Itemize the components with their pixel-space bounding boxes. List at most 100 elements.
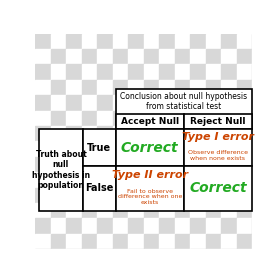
Text: Correct: Correct	[121, 141, 179, 155]
Bar	[128, 234, 143, 249]
Bar	[159, 141, 174, 157]
Bar	[221, 80, 237, 95]
Text: Accept Null: Accept Null	[121, 117, 179, 126]
Bar	[221, 172, 237, 188]
Bar	[66, 218, 81, 234]
Bar	[50, 203, 66, 218]
Bar	[206, 111, 221, 126]
Text: Fail to observe
difference when one
exists: Fail to observe difference when one exis…	[118, 188, 182, 205]
Bar	[206, 203, 221, 218]
Bar	[66, 249, 81, 265]
Bar	[116, 89, 252, 129]
Bar	[143, 49, 159, 64]
Bar	[50, 34, 66, 49]
Text: Type II error: Type II error	[112, 169, 188, 179]
Bar	[143, 111, 159, 126]
Bar	[128, 49, 143, 64]
Bar	[174, 126, 190, 141]
Bar	[159, 172, 174, 188]
Bar	[159, 218, 174, 234]
Bar	[97, 234, 113, 249]
Bar	[174, 34, 190, 49]
Bar	[66, 188, 81, 203]
Bar	[128, 64, 143, 80]
Bar	[252, 111, 267, 126]
Bar	[128, 188, 143, 203]
Bar	[252, 80, 267, 95]
Bar	[221, 234, 237, 249]
Bar	[128, 157, 143, 172]
Text: Reject Null: Reject Null	[190, 117, 246, 126]
Bar	[174, 111, 190, 126]
Bar	[159, 111, 174, 126]
Bar	[81, 111, 97, 126]
Bar	[66, 34, 81, 49]
Bar	[206, 188, 221, 203]
Bar	[190, 218, 206, 234]
Bar	[190, 111, 206, 126]
Bar	[190, 203, 206, 218]
Bar	[159, 249, 174, 265]
Bar	[143, 157, 159, 172]
Bar	[174, 64, 190, 80]
Bar	[97, 64, 113, 80]
Bar	[159, 188, 174, 203]
Bar	[66, 141, 81, 157]
Bar	[97, 126, 113, 141]
Bar	[143, 234, 159, 249]
Bar	[66, 157, 81, 172]
Bar	[97, 249, 113, 265]
Bar	[159, 80, 174, 95]
Bar	[128, 111, 143, 126]
Text: Type I error: Type I error	[182, 132, 254, 143]
Bar	[252, 172, 267, 188]
Bar	[206, 141, 221, 157]
Bar	[116, 114, 184, 129]
Bar	[159, 234, 174, 249]
Bar	[116, 129, 184, 166]
Text: False: False	[85, 183, 113, 193]
Bar	[206, 80, 221, 95]
Bar	[81, 188, 97, 203]
Bar	[174, 172, 190, 188]
Bar	[206, 234, 221, 249]
Bar	[237, 203, 252, 218]
Bar	[221, 188, 237, 203]
Bar	[174, 49, 190, 64]
Bar	[97, 111, 113, 126]
Bar	[113, 218, 128, 234]
Bar	[66, 126, 81, 141]
Bar	[66, 234, 81, 249]
Bar	[237, 188, 252, 203]
Bar	[35, 95, 50, 111]
Bar	[128, 172, 143, 188]
Bar	[159, 49, 174, 64]
Text: True: True	[87, 143, 111, 153]
Bar	[174, 218, 190, 234]
Bar	[81, 234, 97, 249]
Bar	[252, 49, 267, 64]
Bar	[97, 34, 113, 49]
Bar	[184, 114, 252, 129]
Bar	[50, 157, 66, 172]
Bar	[113, 34, 128, 49]
Text: Observe difference
when none exists: Observe difference when none exists	[188, 150, 248, 161]
Bar	[143, 126, 159, 141]
Bar	[237, 95, 252, 111]
Bar	[221, 34, 237, 49]
Bar	[174, 80, 190, 95]
Bar	[159, 95, 174, 111]
Bar	[128, 95, 143, 111]
Bar	[128, 126, 143, 141]
Bar	[39, 129, 83, 211]
Bar	[50, 188, 66, 203]
Bar	[206, 172, 221, 188]
Bar	[128, 203, 143, 218]
Bar	[35, 64, 50, 80]
Bar	[97, 218, 113, 234]
Bar	[50, 218, 66, 234]
Bar	[113, 157, 128, 172]
Bar	[97, 172, 113, 188]
Bar	[50, 249, 66, 265]
Bar	[143, 64, 159, 80]
